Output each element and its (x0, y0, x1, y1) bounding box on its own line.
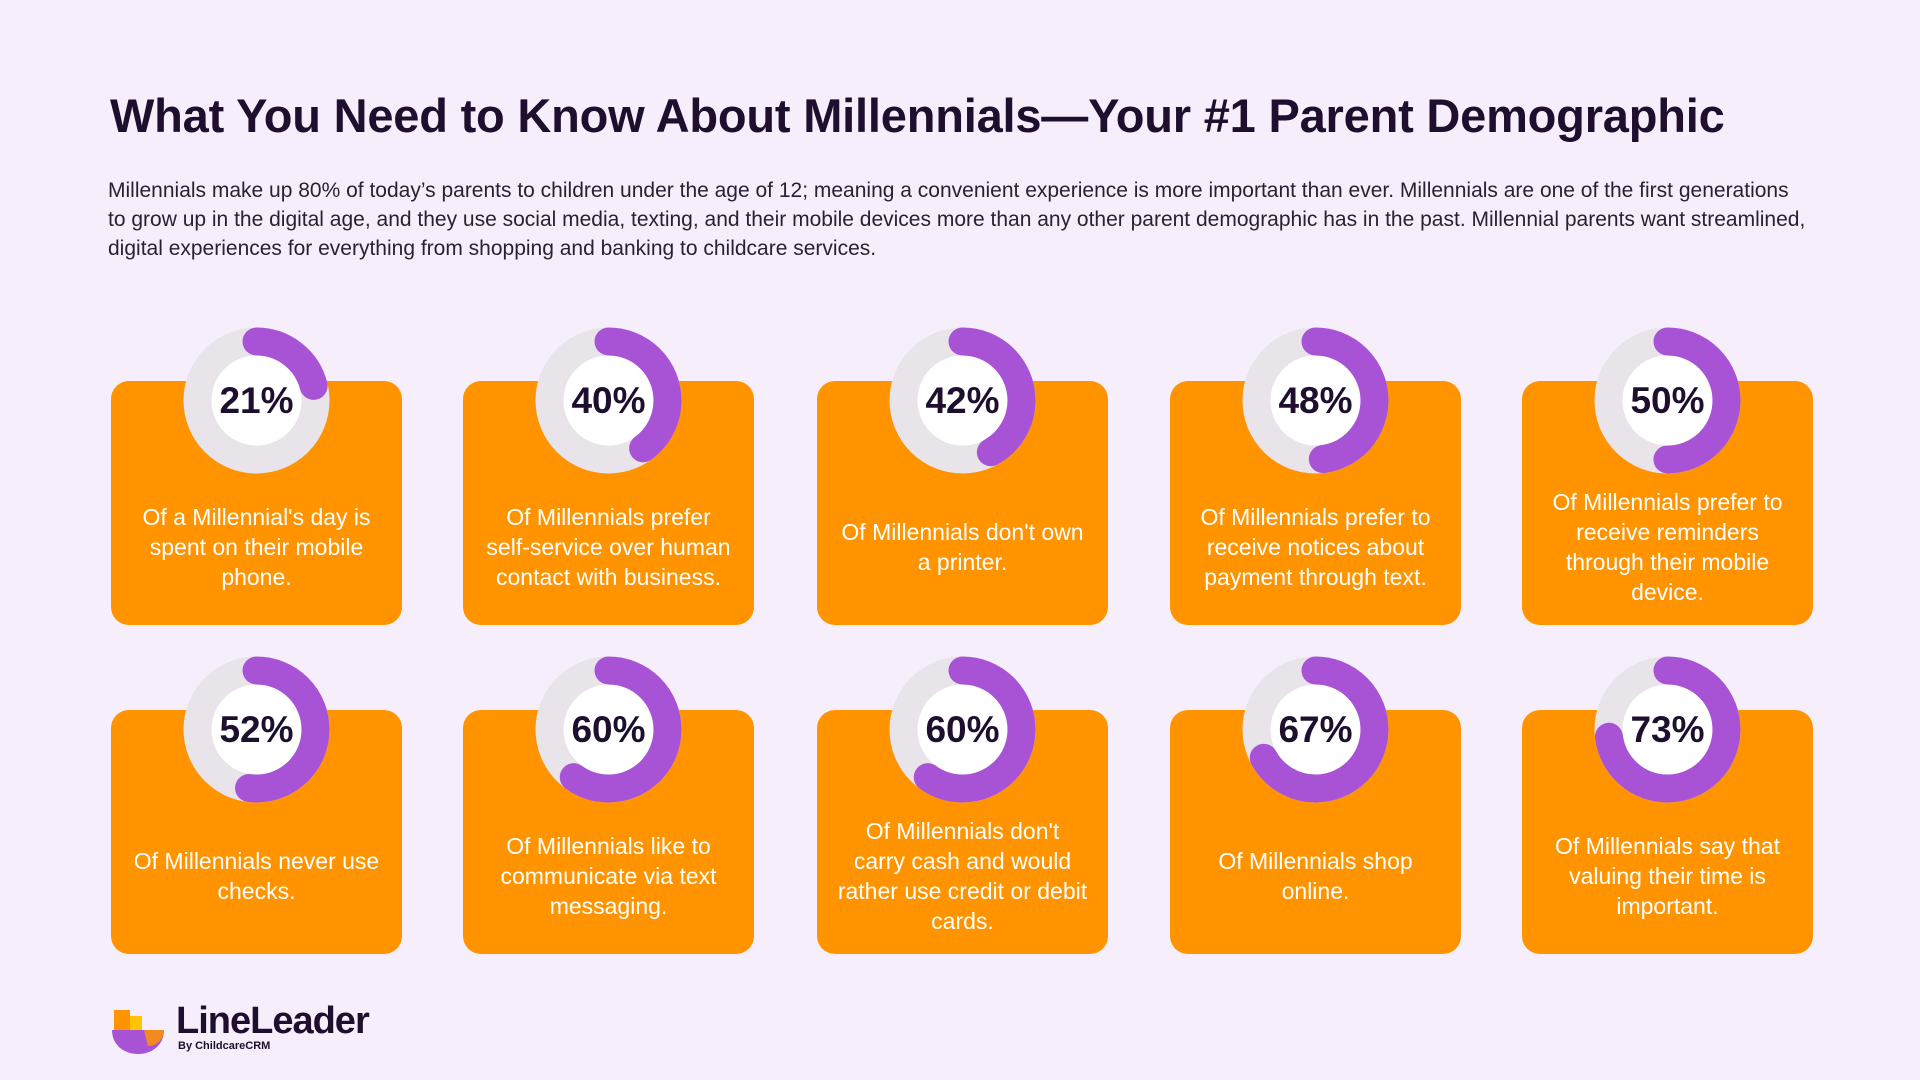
stat-percentage: 52% (219, 708, 294, 750)
stat-percentage: 21% (219, 379, 294, 421)
stat-description: Of Millennials prefer self-service over … (486, 504, 731, 590)
donut-arc (183, 327, 330, 474)
stat-card: 52% Of Millennials never use checks. (111, 656, 402, 968)
donut-chart (183, 656, 330, 803)
lineleader-logo-icon (112, 1010, 164, 1054)
stat-description: Of Millennials prefer to receive reminde… (1552, 489, 1783, 605)
donut-chart (1242, 656, 1389, 803)
donut-chart (889, 327, 1036, 474)
stat-card: 50% Of Millennials prefer to receive remi… (1522, 327, 1813, 639)
donut-arc (1594, 327, 1741, 474)
stat-card: 60% Of Millennials don't carry cash and w… (817, 656, 1108, 968)
donut-chart (1242, 327, 1389, 474)
logo-tagline: By ChildcareCRM (178, 1040, 271, 1052)
stat-description: Of a Millennial's day is spent on their … (142, 504, 371, 590)
stat-card: 21% Of a Millennial's day is spent on the… (111, 327, 402, 639)
stat-card: 60% Of Millennials like to communicate vi… (463, 656, 754, 968)
stat-card: 48% Of Millennials prefer to receive noti… (1170, 327, 1461, 639)
stat-description: Of Millennials don't carry cash and woul… (837, 818, 1088, 934)
stat-card: 67% Of Millennials shop online. (1170, 656, 1461, 968)
stat-description: Of Millennials like to communicate via t… (500, 833, 717, 919)
stat-percentage: 60% (571, 708, 646, 750)
stat-description: Of Millennials never use checks. (133, 848, 380, 904)
donut-chart (535, 327, 682, 474)
stat-card: 73% Of Millennials say that valuing their… (1522, 656, 1813, 968)
donut-chart (889, 656, 1036, 803)
stat-percentage: 67% (1278, 708, 1353, 750)
donut-arc (1594, 656, 1741, 803)
stat-description: Of Millennials say that valuing their ti… (1555, 833, 1780, 919)
logo-name: LineLeader (176, 1000, 370, 1042)
lineleader-logo: LineLeader By ChildcareCRM (110, 1000, 410, 1060)
stat-card: 42% Of Millennials don't own a printer. (817, 327, 1108, 639)
donut-arc (1242, 327, 1389, 474)
donut-arc (535, 327, 682, 474)
stat-description: Of Millennials don't own a printer. (841, 519, 1084, 575)
donut-arc (183, 656, 330, 803)
stat-percentage: 50% (1630, 379, 1705, 421)
donut-arc (889, 327, 1036, 474)
donut-chart (183, 327, 330, 474)
donut-chart (535, 656, 682, 803)
donut-arc (889, 656, 1036, 803)
donut-chart (1594, 327, 1741, 474)
intro-paragraph: Millennials make up 80% of today’s paren… (108, 179, 1806, 260)
donut-arc (535, 656, 682, 803)
stat-percentage: 48% (1278, 379, 1353, 421)
stat-percentage: 42% (925, 379, 1000, 421)
stat-percentage: 60% (925, 708, 1000, 750)
donut-arc (1242, 656, 1389, 803)
stat-percentage: 73% (1630, 708, 1705, 750)
stat-description: Of Millennials prefer to receive notices… (1200, 504, 1431, 590)
stat-description: Of Millennials shop online. (1218, 848, 1413, 904)
stat-card: 40% Of Millennials prefer self-service ov… (463, 327, 754, 639)
donut-chart (1594, 656, 1741, 803)
page-title: What You Need to Know About Millennials—… (110, 89, 1725, 142)
stat-percentage: 40% (571, 379, 646, 421)
